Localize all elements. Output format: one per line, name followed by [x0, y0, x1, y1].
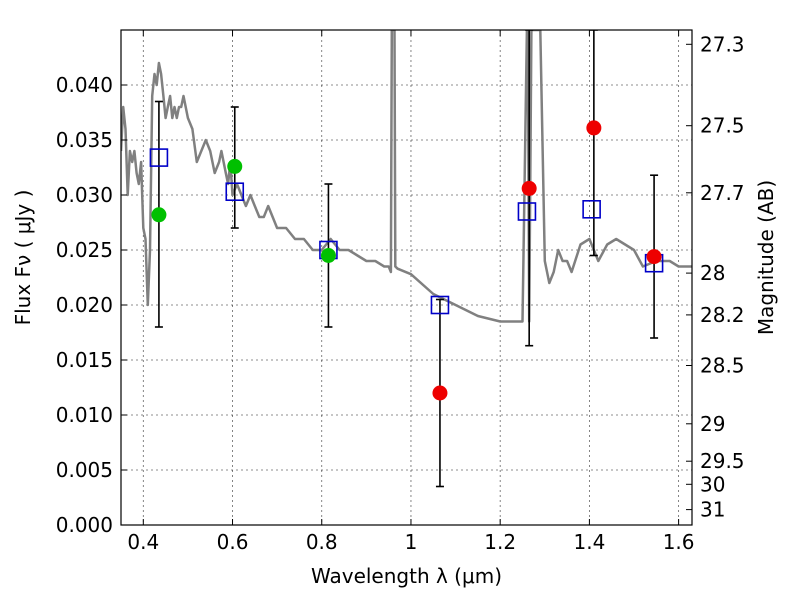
x-tick-label: 0.6 [217, 530, 249, 554]
observed-flux-point [521, 180, 537, 196]
observed-flux-point [586, 120, 602, 136]
x-tick-label: 1.6 [663, 530, 695, 554]
model-flux-square [149, 148, 169, 167]
right-tick-label: 28.2 [700, 303, 745, 327]
y-tick-label: 0.025 [56, 238, 113, 262]
y-tick-label: 0.005 [56, 458, 113, 482]
grid-lines [121, 30, 692, 526]
observed-flux-point [151, 207, 167, 223]
x-tick-label: 0.4 [127, 530, 159, 554]
model-flux-square [517, 202, 537, 221]
observed-flux-point [227, 158, 243, 174]
y-tick-label: 0.010 [56, 403, 113, 427]
right-tick-label: 29 [700, 412, 725, 436]
x-tick-label: 0.8 [306, 530, 338, 554]
y-tick-label: 0.015 [56, 348, 113, 372]
right-tick-label: 31 [700, 498, 725, 522]
y-tick-label: 0.000 [56, 513, 113, 537]
plot-series [121, 30, 692, 488]
model-flux-square [225, 182, 245, 201]
observed-flux-point [320, 248, 336, 263]
y-axis-label: Flux Fν ( μJy ) [11, 190, 35, 326]
right-tick-label: 27.3 [700, 32, 745, 56]
axis-ticks: 0.4 0.6 0.8 1 1.2 1.4 1.6 0.000 0.005 0.010 0.015 0… [56, 30, 745, 554]
model-spectrum-line [121, 30, 692, 323]
observed-flux-point [646, 249, 662, 265]
plot-frame [120, 29, 693, 526]
right-axis-label: Magnitude (AB) [754, 180, 778, 335]
right-tick-label: 27.5 [700, 114, 745, 138]
y-tick-label: 0.035 [56, 128, 113, 152]
y-tick-label: 0.030 [56, 183, 113, 207]
x-axis-label: Wavelength λ (μm) [311, 564, 502, 588]
right-tick-label: 27.7 [700, 181, 745, 205]
observed-flux-point [432, 385, 448, 401]
right-tick-label: 30 [700, 472, 725, 496]
model-flux-square [430, 295, 450, 315]
y-tick-label: 0.040 [56, 73, 113, 97]
right-tick-label: 28 [700, 261, 725, 285]
x-tick-label: 1.4 [573, 530, 605, 554]
model-flux-square [582, 200, 601, 219]
x-tick-label: 1 [405, 530, 418, 554]
right-tick-label: 28.5 [700, 354, 745, 378]
y-tick-label: 0.020 [56, 293, 113, 317]
right-tick-label: 29.5 [700, 449, 745, 473]
x-tick-label: 1.2 [484, 530, 516, 554]
